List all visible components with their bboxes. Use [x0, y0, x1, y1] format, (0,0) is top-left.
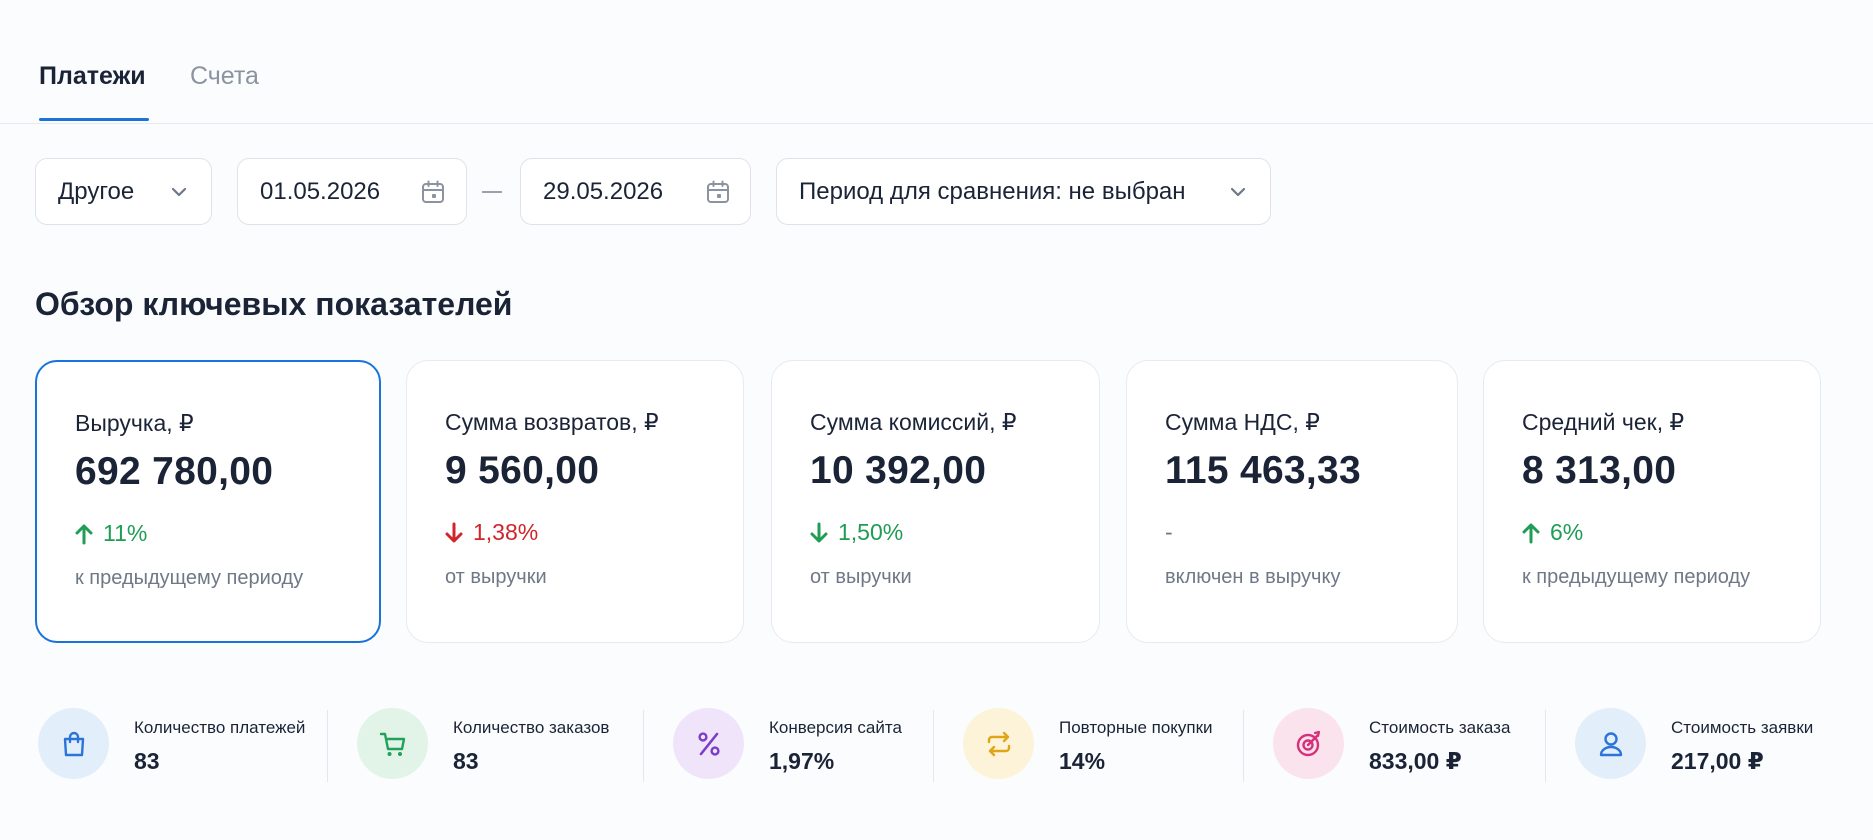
shopping-bag-icon [38, 708, 109, 779]
kpi-label: Сумма комиссий, ₽ [810, 409, 1017, 435]
kpi-note: к предыдущему периоду [1522, 566, 1751, 588]
calendar-icon[interactable] [705, 179, 731, 205]
active-tab-indicator [39, 118, 149, 121]
kpi-delta: 1,38% [445, 519, 538, 546]
stat-value: 14% [1059, 748, 1106, 774]
kpi-delta-value: 11% [103, 520, 148, 546]
chevron-down-icon [171, 187, 187, 197]
kpi-delta: 1,50% [810, 519, 903, 546]
stat-value: 83 [134, 748, 160, 774]
tab-invoices[interactable]: Счета [190, 62, 259, 90]
user-icon [1575, 708, 1646, 779]
stat-value: 833,00 ₽ [1369, 748, 1462, 774]
stat-value: 83 [453, 748, 479, 774]
comparison-period-select[interactable]: Период для сравнения: не выбран [776, 158, 1271, 225]
kpi-card-revenue[interactable]: Выручка, ₽ 692 780,00 11% к предыдущему … [35, 360, 381, 643]
stat-lead-cost: Стоимость заявки 217,00 ₽ [1575, 706, 1865, 784]
kpi-delta-value: - [1165, 519, 1173, 545]
stat-divider [1545, 710, 1546, 782]
kpi-delta: 6% [1522, 519, 1583, 546]
percent-icon [673, 708, 744, 779]
stat-divider [643, 710, 644, 782]
arrow-up-icon [1522, 523, 1540, 543]
arrow-up-icon [75, 524, 93, 544]
kpi-label: Средний чек, ₽ [1522, 409, 1685, 435]
period-select[interactable]: Другое [35, 158, 212, 225]
kpi-delta-value: 1,50% [838, 519, 904, 545]
stat-label: Стоимость заказа [1369, 718, 1511, 737]
kpi-card-average-check[interactable]: Средний чек, ₽ 8 313,00 6% к предыдущему… [1483, 360, 1821, 643]
stat-payments-count: Количество платежей 83 [38, 706, 328, 784]
comparison-period-value: Период для сравнения: не выбран [799, 177, 1186, 205]
kpi-value: 115 463,33 [1165, 449, 1362, 492]
kpi-label: Сумма возвратов, ₽ [445, 409, 659, 435]
kpi-delta: - [1165, 519, 1173, 546]
arrow-down-icon [810, 522, 828, 542]
kpi-note: от выручки [810, 566, 912, 588]
section-title: Обзор ключевых показателей [35, 286, 513, 322]
kpi-value: 692 780,00 [75, 450, 274, 493]
date-from-value: 01.05.2026 [260, 177, 381, 205]
cart-icon [357, 708, 428, 779]
kpi-card-vat[interactable]: Сумма НДС, ₽ 115 463,33 - включен в выру… [1126, 360, 1458, 643]
stat-site-conversion: Конверсия сайта 1,97% [673, 706, 933, 784]
tab-payments[interactable]: Платежи [39, 62, 146, 90]
stat-value: 217,00 ₽ [1671, 748, 1764, 774]
date-to-field[interactable]: 29.05.2026 [520, 158, 751, 225]
stat-orders-count: Количество заказов 83 [357, 706, 637, 784]
stat-label: Повторные покупки [1059, 718, 1213, 737]
target-icon [1273, 708, 1344, 779]
stat-value: 1,97% [769, 748, 835, 774]
kpi-delta-value: 1,38% [473, 519, 539, 545]
kpi-value: 10 392,00 [810, 449, 987, 492]
stat-label: Количество заказов [453, 718, 610, 737]
kpi-note: от выручки [445, 566, 547, 588]
date-from-field[interactable]: 01.05.2026 [237, 158, 467, 225]
repeat-icon [963, 708, 1034, 779]
date-range-dash [482, 191, 502, 193]
kpi-card-refunds[interactable]: Сумма возвратов, ₽ 9 560,00 1,38% от выр… [406, 360, 744, 643]
kpi-delta: 11% [75, 520, 147, 547]
kpi-label: Сумма НДС, ₽ [1165, 409, 1320, 435]
stat-label: Количество платежей [134, 718, 306, 737]
kpi-label: Выручка, ₽ [75, 410, 194, 436]
kpi-value: 9 560,00 [445, 449, 600, 492]
tab-bar: Платежи Счета [0, 0, 1873, 124]
calendar-icon[interactable] [420, 179, 446, 205]
chevron-down-icon [1230, 187, 1246, 197]
stat-divider [327, 710, 328, 782]
stat-repeat-purchases: Повторные покупки 14% [963, 706, 1243, 784]
kpi-note: включен в выручку [1165, 566, 1341, 588]
kpi-card-commissions[interactable]: Сумма комиссий, ₽ 10 392,00 1,50% от выр… [771, 360, 1100, 643]
stat-order-cost: Стоимость заказа 833,00 ₽ [1273, 706, 1543, 784]
stat-divider [933, 710, 934, 782]
kpi-delta-value: 6% [1550, 519, 1584, 545]
kpi-note: к предыдущему периоду [75, 567, 304, 589]
stat-divider [1243, 710, 1244, 782]
stat-label: Стоимость заявки [1671, 718, 1814, 737]
arrow-down-icon [445, 522, 463, 542]
kpi-value: 8 313,00 [1522, 449, 1677, 492]
stat-label: Конверсия сайта [769, 718, 902, 737]
period-select-value: Другое [58, 177, 135, 205]
date-to-value: 29.05.2026 [543, 177, 664, 205]
